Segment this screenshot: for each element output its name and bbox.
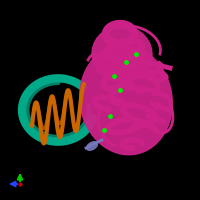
Ellipse shape xyxy=(87,142,97,150)
Ellipse shape xyxy=(80,45,172,155)
Ellipse shape xyxy=(92,26,152,82)
